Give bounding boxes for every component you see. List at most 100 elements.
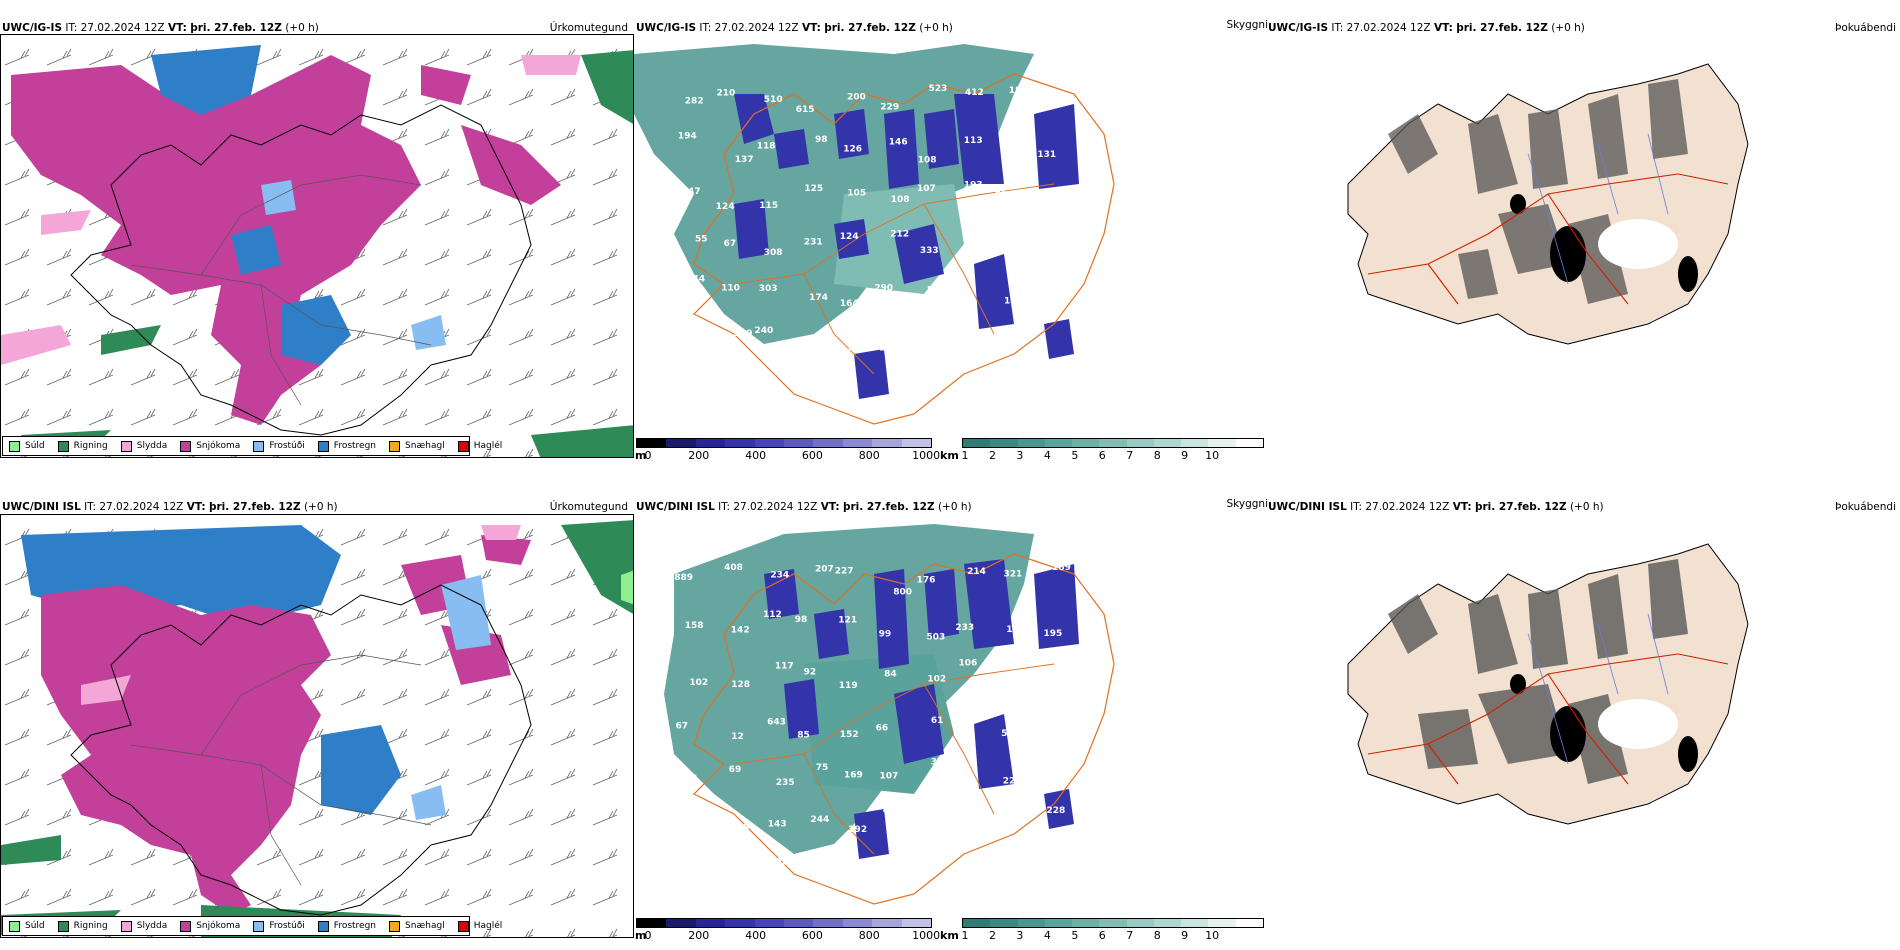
field-name: Úrkomutegund xyxy=(549,22,628,34)
fog-dark-spots xyxy=(1510,194,1698,292)
elevation-label: 222 xyxy=(1003,776,1022,786)
elevation-blue-areas xyxy=(764,559,1079,859)
elevation-label: 143 xyxy=(768,820,787,830)
elevation-label: 231 xyxy=(804,237,823,247)
field-name: Skyggni xyxy=(1226,498,1269,510)
freezing-rain-areas xyxy=(151,45,351,365)
precip-type-legend: Súld Rigning Slydda Snjókoma Frostúði Fr… xyxy=(2,916,502,936)
elevation-label: 290 xyxy=(874,283,893,293)
visibility-tick-label: 5 xyxy=(1071,929,1079,942)
panel-header: UWC/DINI ISL IT: 27.02.2024 12Z VT: þri.… xyxy=(636,500,972,514)
elevation-label: 479 xyxy=(689,811,708,821)
visibility-tick-label: 6 xyxy=(1098,449,1106,462)
legend-swatch xyxy=(317,920,329,932)
elevation-colorbar-cells xyxy=(636,438,932,448)
precip-map-svg xyxy=(1,35,633,457)
fog-map-svg xyxy=(1347,543,1749,825)
lead-time: (+0 h) xyxy=(285,22,319,34)
elevation-label: 67 xyxy=(676,722,689,732)
elevation-label: 80 xyxy=(1046,681,1059,691)
elevation-label: 118 xyxy=(757,142,776,152)
elevation-colorbar: m 0 200 400 600 800 1000 xyxy=(635,918,940,942)
elevation-label: 194 xyxy=(678,131,697,141)
elevation-label: 233 xyxy=(955,623,974,633)
legend-label: Haglél xyxy=(473,441,503,451)
visibility-colorbar-ticks: km 1 2 3 4 5 6 7 8 9 10 xyxy=(940,448,1264,462)
elevation-label: 66 xyxy=(876,723,889,733)
legend-swatch xyxy=(180,440,192,452)
legend-swatch xyxy=(253,920,265,932)
legend-swatch xyxy=(120,440,132,452)
elevation-label: 66 xyxy=(995,189,1008,199)
visibility-tick-label: 1 xyxy=(961,449,969,462)
elevation-label: 503 xyxy=(927,632,946,642)
precip-type-map-ig-is: UWC/IG-IS IT: 27.02.2024 12Z VT: þri. 27… xyxy=(0,14,634,464)
visibility-tick-label: 2 xyxy=(988,929,996,942)
elevation-unit: m xyxy=(635,929,647,942)
visibility-colorbar-cell xyxy=(1099,439,1127,447)
legend-swatch xyxy=(180,920,192,932)
panel-header: UWC/IG-IS IT: 27.02.2024 12Z VT: þri. 27… xyxy=(636,21,953,35)
elevation-label: 102 xyxy=(689,678,708,688)
elevation-label: 84 xyxy=(884,669,897,679)
roads-orange xyxy=(733,663,1055,855)
legend-item: Slydda xyxy=(120,920,167,932)
elevation-tick-label: 0 xyxy=(644,929,652,942)
legend-label: Súld xyxy=(25,441,45,451)
glacier-white xyxy=(1598,699,1678,749)
lead-time: (+0 h) xyxy=(937,501,972,513)
legend-label: Frostúði xyxy=(269,441,305,451)
elevation-label: 207 xyxy=(815,564,834,574)
legend-swatch xyxy=(253,440,265,452)
elevation-label: 408 xyxy=(724,563,743,573)
elevation-tick-label: 800 xyxy=(858,449,880,462)
legend-item: Snjókoma xyxy=(180,920,240,932)
elevation-label: 85 xyxy=(797,731,810,741)
model-name: UWC/IG-IS xyxy=(636,22,697,34)
visibility-colorbar-cell xyxy=(1044,439,1073,447)
valid-time: þri. 27.feb. 12Z xyxy=(1456,22,1548,34)
elevation-labels: 889 408 234 207 227 800 176 214 321 189 158 142 112 9… xyxy=(674,563,1071,884)
elevation-label: 120 xyxy=(954,775,973,785)
elevation-label: 137 xyxy=(735,155,754,165)
elevation-label: 164 xyxy=(840,299,859,309)
visibility-colorbar-cell xyxy=(1126,439,1154,447)
visibility-tick-label: 10 xyxy=(1205,929,1220,942)
elevation-colorbar-cell xyxy=(842,439,873,447)
elevation-label: 158 xyxy=(685,621,704,631)
legend-swatch xyxy=(457,920,469,932)
visibility-map-dini: UWC/DINI ISL IT: 27.02.2024 12Z VT: þri.… xyxy=(634,494,1268,950)
valid-label: VT: xyxy=(801,22,821,34)
elevation-label: 244 xyxy=(811,815,830,825)
legend-item: Haglél xyxy=(457,440,503,452)
valid-label: VT: xyxy=(167,22,187,34)
elevation-label: 235 xyxy=(776,778,795,788)
elevation-colorbar-cell xyxy=(695,439,726,447)
sleet-areas xyxy=(81,525,521,705)
legend-label: Súld xyxy=(25,921,45,931)
elevation-label: 152 xyxy=(840,730,859,740)
elevation-colorbar-cell xyxy=(901,439,932,447)
visibility-colorbar-cell xyxy=(990,439,1018,447)
elevation-label: 169 xyxy=(844,770,863,780)
rivers-blue xyxy=(1527,133,1669,285)
elevation-label: 210 xyxy=(717,88,736,98)
elevation-label: 195 xyxy=(1044,629,1063,639)
elevation-label: 412 xyxy=(965,88,984,98)
elevation-tick-label: 0 xyxy=(644,449,652,462)
elevation-colorbar-cell xyxy=(813,919,843,927)
elevation-label: 275 xyxy=(882,805,901,815)
elevation-label: 50 xyxy=(1001,729,1014,739)
legend-label: Snjókoma xyxy=(196,441,241,451)
elevation-colorbar: m 0 200 400 600 800 1000 xyxy=(635,438,940,462)
visibility-map-svg: 889 408 234 207 227 800 176 214 321 189 158 142 112 9… xyxy=(664,524,1115,905)
elevation-label: 333 xyxy=(920,246,939,256)
elevation-label: 339 xyxy=(677,343,696,353)
visibility-unit: km xyxy=(940,929,959,942)
elevation-colorbar-cells xyxy=(636,918,932,928)
elevation-label: 108 xyxy=(918,156,937,166)
visibility-unit: km xyxy=(940,449,959,462)
field-name: Þokuábendi xyxy=(1835,501,1896,513)
legend-item: Rigning xyxy=(57,920,108,932)
